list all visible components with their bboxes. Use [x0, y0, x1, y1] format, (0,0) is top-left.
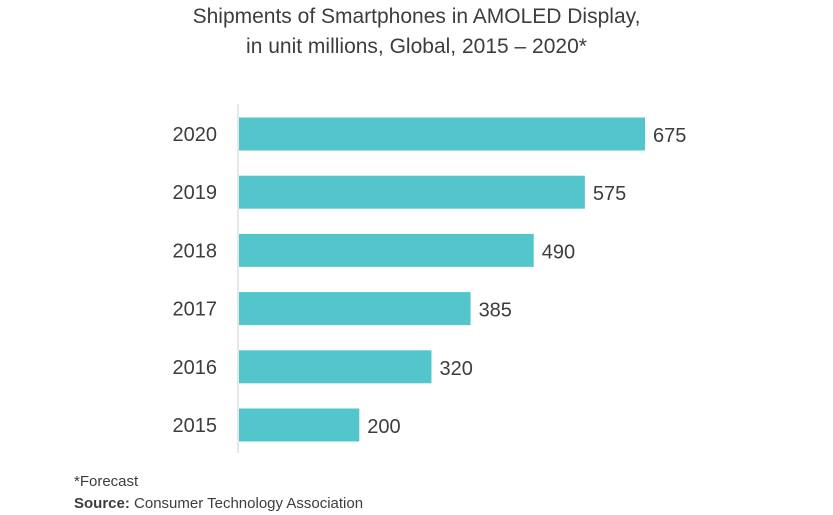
bar-2017 — [239, 292, 471, 326]
value-label-2015: 200 — [367, 416, 400, 438]
chart-footer: *Forecast Source: Consumer Technology As… — [74, 471, 363, 515]
bar-chart: 2020 675 2019 575 2018 490 2017 385 2016 320 2015 2… — [173, 104, 686, 453]
chart-title: Shipments of Smartphones in AMOLED Displ… — [192, 5, 641, 28]
source-line: Source: Consumer Technology Association — [74, 493, 363, 515]
chart-title-block: Shipments of Smartphones in AMOLED Displ… — [0, 2, 833, 62]
value-label-2017: 385 — [479, 300, 512, 322]
value-label-2018: 490 — [542, 241, 575, 263]
bar-2019 — [239, 175, 585, 209]
bar-2020 — [239, 117, 645, 151]
source-label: Source: — [74, 495, 130, 512]
bar-group: 2020 675 2019 575 2018 490 2017 385 2016 320 2015 2… — [173, 104, 686, 453]
chart-subtitle: in unit millions, Global, 2015 – 2020* — [246, 35, 587, 58]
category-label-2019: 2019 — [173, 182, 218, 204]
bar-2018 — [239, 233, 534, 267]
value-label-2020: 675 — [653, 125, 686, 147]
bar-2015 — [239, 408, 360, 442]
category-label-2020: 2020 — [173, 124, 218, 146]
value-label-2019: 575 — [593, 183, 626, 205]
footnote: *Forecast — [74, 473, 139, 490]
source-text: Consumer Technology Association — [134, 495, 364, 512]
category-label-2018: 2018 — [173, 240, 218, 262]
value-label-2016: 320 — [439, 358, 472, 380]
category-label-2016: 2016 — [173, 357, 218, 379]
bar-2016 — [239, 350, 432, 384]
category-label-2015: 2015 — [173, 415, 218, 437]
category-label-2017: 2017 — [173, 299, 218, 321]
